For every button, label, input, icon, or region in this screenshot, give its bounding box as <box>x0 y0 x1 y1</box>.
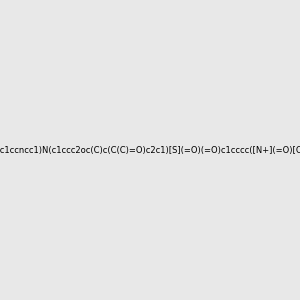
Text: O=C(c1ccncc1)N(c1ccc2oc(C)c(C(C)=O)c2c1)[S](=O)(=O)c1cccc([N+](=O)[O-])c1: O=C(c1ccncc1)N(c1ccc2oc(C)c(C(C)=O)c2c1)… <box>0 146 300 154</box>
